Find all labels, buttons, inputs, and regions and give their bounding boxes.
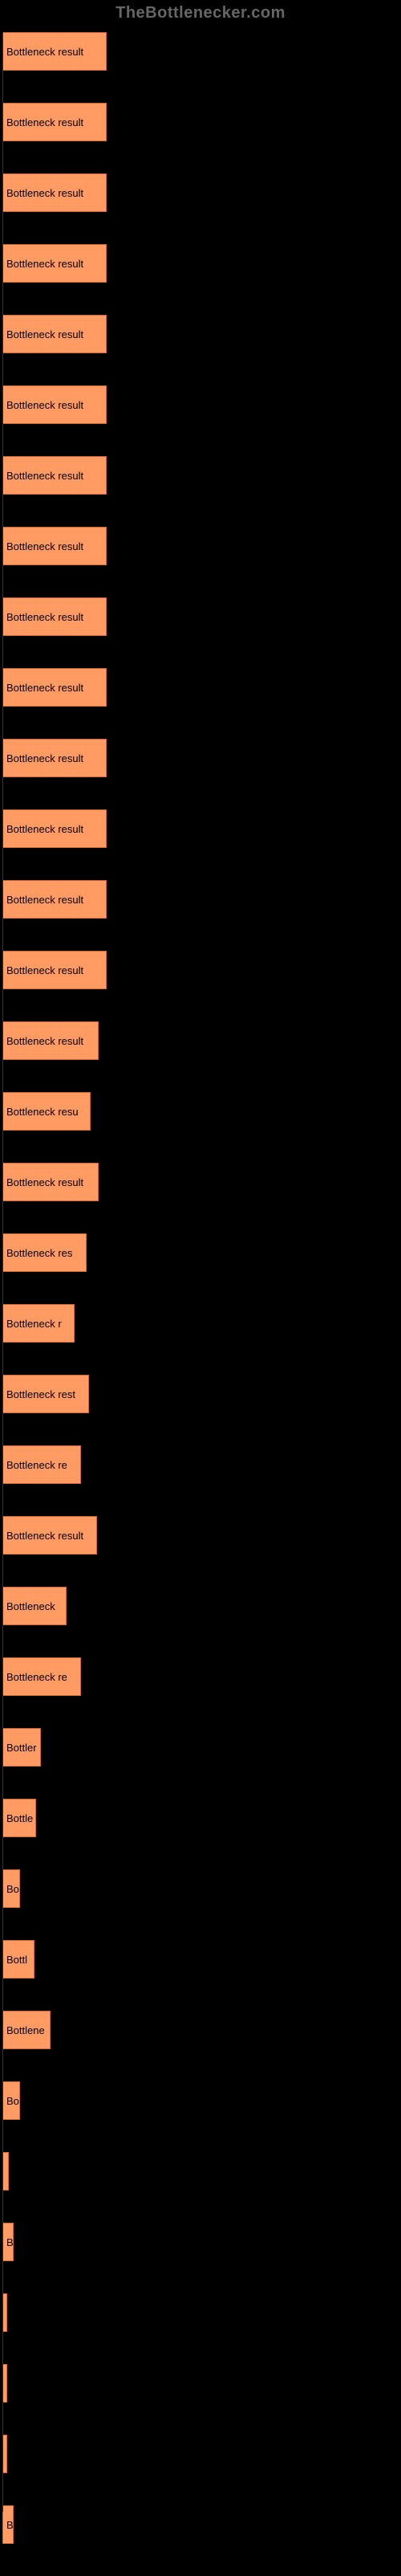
bar-row: Bottleneck result xyxy=(2,1163,401,1201)
bar-row: Bottleneck result xyxy=(2,739,401,777)
bar: Bottleneck result xyxy=(2,385,107,424)
bar-row: Bottleneck result xyxy=(2,456,401,495)
bar-row: Bottleneck result xyxy=(2,385,401,424)
bar-row: Bottleneck res xyxy=(2,1233,401,1272)
bar: Bottleneck res xyxy=(2,1233,87,1272)
bar: Bottleneck resu xyxy=(2,1092,91,1131)
bar: Bottler xyxy=(2,1728,41,1767)
bar-row: Bottleneck result xyxy=(2,315,401,353)
bar: Bottle xyxy=(2,1799,36,1837)
bar-row: Bottleneck result xyxy=(2,951,401,989)
bar-chart: Bottleneck result Bottleneck result Bottle… xyxy=(0,0,401,2544)
bar-row: Bottleneck result xyxy=(2,1021,401,1060)
bar: Bottleneck result xyxy=(2,1163,99,1201)
bar-row: Bottleneck resu xyxy=(2,1092,401,1131)
bar: Bottleneck result xyxy=(2,951,107,989)
bar-row: Bottleneck r xyxy=(2,1304,401,1343)
bar-row xyxy=(2,2293,401,2332)
bar-row: Bottleneck result xyxy=(2,597,401,636)
bar-row: Bottleneck result xyxy=(2,880,401,919)
bar: Bottleneck result xyxy=(2,739,107,777)
bar-row: Bottleneck result xyxy=(2,32,401,71)
bar: Bottleneck result xyxy=(2,1516,97,1555)
bar: Bottleneck result xyxy=(2,103,107,141)
bar: Bottleneck result xyxy=(2,32,107,71)
bar: Bottl xyxy=(2,1940,34,1979)
bar-row: Bo xyxy=(2,1869,401,1908)
bar: B xyxy=(2,2505,14,2544)
bar-row: Bottl xyxy=(2,1940,401,1979)
bar-row: Bottler xyxy=(2,1728,401,1767)
bar-row: Bottleneck xyxy=(2,1587,401,1625)
bar-row: Bo xyxy=(2,2081,401,2120)
bar-row: Bottleneck result xyxy=(2,527,401,565)
bar: Bottleneck result xyxy=(2,668,107,707)
bar: Bottlene xyxy=(2,2011,51,2049)
bar-row: Bottleneck re xyxy=(2,1445,401,1484)
bar-row: Bottleneck rest xyxy=(2,1375,401,1413)
bar-row: Bottlene xyxy=(2,2011,401,2049)
bar: Bottleneck result xyxy=(2,173,107,212)
bar-row: Bottleneck result xyxy=(2,173,401,212)
bar-row: Bottleneck result xyxy=(2,103,401,141)
bars-container: Bottleneck result Bottleneck result Bottle… xyxy=(2,32,401,2544)
bar: Bottleneck re xyxy=(2,1657,81,1696)
bar: B xyxy=(2,2223,14,2261)
bar: Bottleneck re xyxy=(2,1445,81,1484)
bar: Bo xyxy=(2,1869,20,1908)
bar: Bottleneck result xyxy=(2,456,107,495)
bar: Bottleneck result xyxy=(2,1021,99,1060)
y-axis-line xyxy=(2,32,3,2512)
bar-row xyxy=(2,2364,401,2403)
bar-row: Bottle xyxy=(2,1799,401,1837)
bar-row: B xyxy=(2,2223,401,2261)
bar: Bo xyxy=(2,2081,20,2120)
bar-row: Bottleneck result xyxy=(2,1516,401,1555)
bar: Bottleneck r xyxy=(2,1304,75,1343)
bar-row: Bottleneck result xyxy=(2,244,401,283)
bar-row: Bottleneck result xyxy=(2,809,401,848)
bar: Bottleneck result xyxy=(2,244,107,283)
bar: Bottleneck result xyxy=(2,597,107,636)
bar: Bottleneck xyxy=(2,1587,67,1625)
bar: Bottleneck result xyxy=(2,527,107,565)
bar xyxy=(2,2152,9,2191)
bar: Bottleneck result xyxy=(2,315,107,353)
bar: Bottleneck result xyxy=(2,809,107,848)
bar-row: B xyxy=(2,2505,401,2544)
bar: Bottleneck result xyxy=(2,880,107,919)
bar: Bottleneck rest xyxy=(2,1375,89,1413)
bar-row: Bottleneck result xyxy=(2,668,401,707)
bar-row: Bottleneck re xyxy=(2,1657,401,1696)
bar-row xyxy=(2,2152,401,2191)
bar-row xyxy=(2,2435,401,2473)
